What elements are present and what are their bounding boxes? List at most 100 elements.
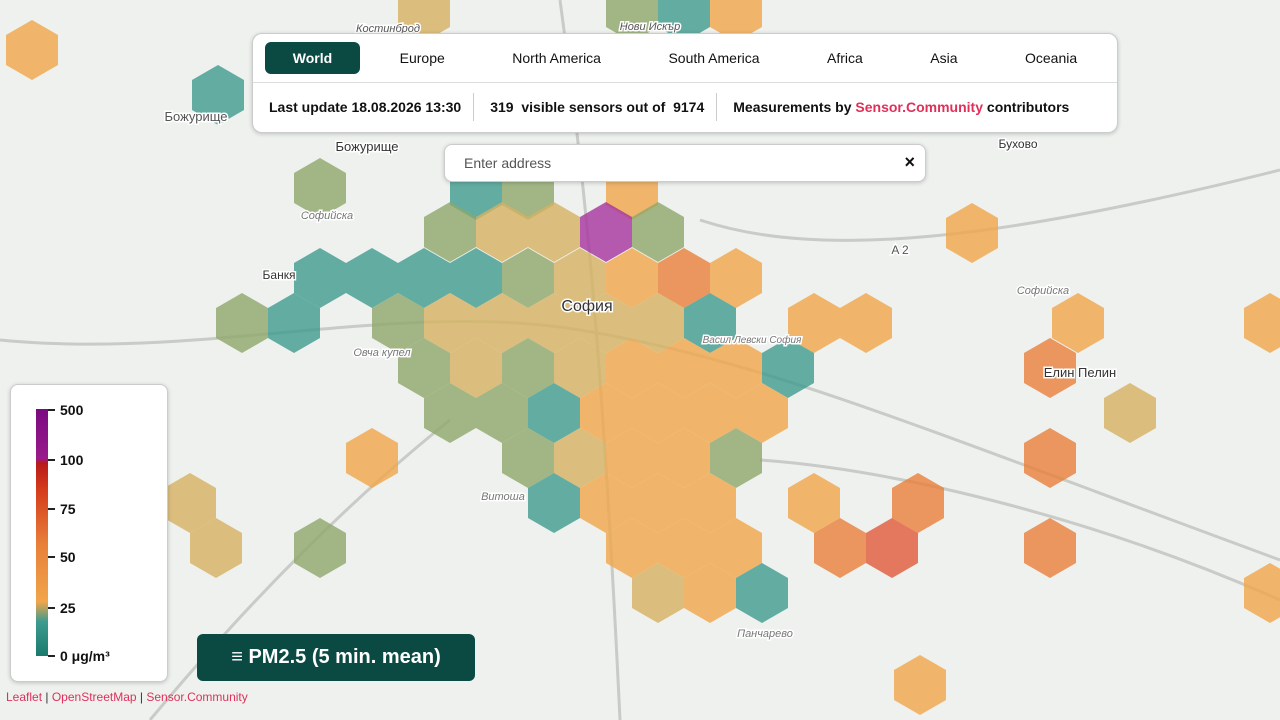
sensor-hex[interactable] [606, 338, 658, 398]
credits-link[interactable]: Sensor.Community [855, 99, 984, 115]
sensor-hex[interactable] [294, 158, 346, 218]
sensor-hex[interactable] [424, 202, 476, 262]
sensor-hex[interactable] [294, 248, 346, 308]
sensor-hex[interactable] [216, 293, 268, 353]
region-tab[interactable]: Europe [399, 50, 445, 66]
sensor-hex[interactable] [684, 473, 736, 533]
sensor-hex[interactable] [502, 248, 554, 308]
sensor-hex[interactable] [632, 563, 684, 623]
sensor-hex[interactable] [528, 473, 580, 533]
sensor-hex[interactable] [606, 0, 658, 42]
sensor-hex[interactable] [528, 293, 580, 353]
sensor-hex[interactable] [866, 518, 918, 578]
search-placeholder[interactable]: Enter address [464, 155, 552, 171]
sensor-hex[interactable] [528, 202, 580, 262]
sensor-hex[interactable] [476, 293, 528, 353]
sensor-hex[interactable] [554, 338, 606, 398]
sensor-hex[interactable] [632, 293, 684, 353]
region-tab[interactable]: Asia [930, 50, 958, 66]
sensor-hex[interactable] [398, 0, 450, 42]
leaflet-link[interactable]: Leaflet [6, 690, 43, 704]
sensor-hex[interactable] [736, 383, 788, 443]
sensor-hex[interactable] [476, 383, 528, 443]
sensor-hex[interactable] [788, 293, 840, 353]
sensor-hex[interactable] [450, 338, 502, 398]
sensor-hex[interactable] [658, 428, 710, 488]
place-label: Божурище [164, 109, 227, 124]
sensor-hex[interactable] [580, 473, 632, 533]
separator: | [139, 690, 144, 704]
last-update: Last update 18.08.2026 13:30 [253, 93, 475, 121]
region-tab[interactable]: Oceania [1025, 50, 1078, 66]
sensor-hex[interactable] [658, 518, 710, 578]
sensor-hex[interactable] [502, 338, 554, 398]
sensor-hex[interactable] [1244, 563, 1280, 623]
sensor-hex[interactable] [346, 428, 398, 488]
sensor-hex[interactable] [710, 248, 762, 308]
sensor-hex[interactable] [1024, 428, 1076, 488]
region-tab[interactable]: South America [668, 50, 760, 66]
sensor-hex[interactable] [684, 383, 736, 443]
sensor-hex[interactable] [658, 338, 710, 398]
sensor-hex[interactable] [1244, 293, 1280, 353]
sensor-hex[interactable] [894, 655, 946, 715]
sensor-hex[interactable] [192, 65, 244, 125]
sensor-hex[interactable] [606, 248, 658, 308]
sensor-hex[interactable] [1024, 518, 1076, 578]
sensor-hex[interactable] [946, 203, 998, 263]
sensor-hex[interactable] [580, 383, 632, 443]
sensor-hex[interactable] [1052, 293, 1104, 353]
community-link[interactable]: Sensor.Community [146, 690, 248, 704]
sensor-hex[interactable] [684, 563, 736, 623]
sensor-hex[interactable] [1104, 383, 1156, 443]
sensor-hex[interactable] [398, 248, 450, 308]
region-tab[interactable]: Africa [827, 50, 863, 66]
sensor-hex[interactable] [528, 383, 580, 443]
sensor-hex[interactable] [606, 428, 658, 488]
sensor-hex[interactable] [424, 383, 476, 443]
clear-button[interactable]: × [904, 152, 915, 172]
pollutant-button[interactable]: ≡ PM2.5 (5 min. mean) [197, 634, 475, 681]
sensor-hex[interactable] [736, 563, 788, 623]
sensor-hex[interactable] [6, 20, 58, 80]
sensor-hex[interactable] [502, 428, 554, 488]
sensor-hex[interactable] [892, 473, 944, 533]
sensor-hex[interactable] [346, 248, 398, 308]
sensor-hex[interactable] [762, 338, 814, 398]
region-tab[interactable]: World [264, 42, 361, 74]
sensor-hex[interactable] [580, 202, 632, 262]
search-box[interactable]: Enter address × [444, 144, 926, 182]
sensor-hex[interactable] [424, 293, 476, 353]
sensor-hex[interactable] [632, 473, 684, 533]
sensor-hex[interactable] [580, 293, 632, 353]
sensor-hex[interactable] [294, 518, 346, 578]
sensor-hex[interactable] [710, 428, 762, 488]
sensor-hex[interactable] [710, 518, 762, 578]
sensor-hex[interactable] [450, 248, 502, 308]
osm-link[interactable]: OpenStreetMap [51, 690, 137, 704]
sensor-hex[interactable] [398, 338, 450, 398]
sensor-hex[interactable] [632, 383, 684, 443]
sensor-hex[interactable] [684, 293, 736, 353]
sensor-hex[interactable] [814, 518, 866, 578]
sensor-hex[interactable] [554, 248, 606, 308]
place-label: Банкя [263, 268, 296, 282]
sensor-hex[interactable] [788, 473, 840, 533]
legend-ticks: 500 100 75 50 25 0 μg/m³ [48, 402, 110, 664]
sensor-hex[interactable] [476, 202, 528, 262]
sensor-hex[interactable] [372, 293, 424, 353]
sensor-hex[interactable] [190, 518, 242, 578]
sensor-hex[interactable] [268, 293, 320, 353]
sensor-hex[interactable] [1024, 338, 1076, 398]
sensor-hex[interactable] [658, 248, 710, 308]
sensor-hex[interactable] [554, 428, 606, 488]
region-tab[interactable]: North America [512, 50, 601, 66]
sensor-hex[interactable] [606, 518, 658, 578]
sensor-hex[interactable] [164, 473, 216, 533]
sensor-hex[interactable] [658, 0, 710, 42]
sensor-hex[interactable] [840, 293, 892, 353]
sensor-hex[interactable] [632, 202, 684, 262]
sensor-hex[interactable] [710, 338, 762, 398]
sensor-hex[interactable] [710, 0, 762, 42]
sensor-count: 319 visible sensors out of 9174 [474, 93, 718, 121]
